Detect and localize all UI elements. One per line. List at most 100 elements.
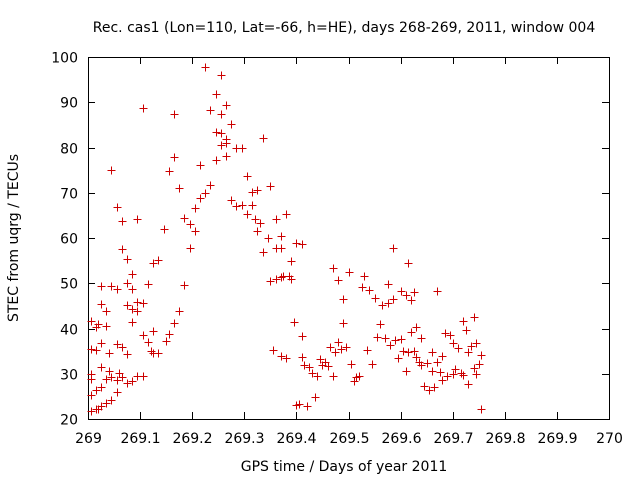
data-point (475, 360, 484, 369)
data-point (253, 186, 262, 195)
data-point (175, 307, 184, 316)
y-tick-label: 90 (60, 96, 78, 112)
data-point (425, 386, 434, 395)
data-point (227, 120, 236, 129)
data-point (394, 354, 403, 363)
data-point (97, 363, 106, 372)
data-point (467, 342, 476, 351)
data-point (102, 399, 111, 408)
data-point (154, 349, 163, 358)
data-point (272, 215, 281, 224)
data-point (303, 402, 312, 411)
data-point (389, 295, 398, 304)
data-point (123, 255, 132, 264)
data-point (350, 377, 359, 386)
data-point (118, 373, 127, 382)
data-point (113, 388, 122, 397)
data-point (384, 280, 393, 289)
data-point (113, 203, 122, 212)
data-point (277, 273, 286, 282)
data-point (298, 332, 307, 341)
data-point (389, 244, 398, 253)
x-tick-label: 269.7 (433, 431, 473, 447)
data-point (360, 272, 369, 281)
data-point (186, 220, 195, 229)
data-point (334, 338, 343, 347)
data-point (402, 291, 411, 300)
data-point (238, 201, 247, 210)
data-point (217, 71, 226, 80)
data-point (212, 156, 221, 165)
x-axis-title: GPS time / Days of year 2011 (241, 459, 448, 475)
data-point (472, 339, 481, 348)
data-point (243, 172, 252, 181)
data-point (118, 217, 127, 226)
data-point (292, 239, 301, 248)
data-point (118, 343, 127, 352)
data-point (128, 318, 137, 327)
data-point (97, 339, 106, 348)
data-point (191, 227, 200, 236)
data-point (373, 333, 382, 342)
data-point (311, 393, 320, 402)
data-point (378, 301, 387, 310)
data-point (433, 287, 442, 296)
data-point (139, 331, 148, 340)
data-point (345, 268, 354, 277)
data-point (277, 352, 286, 361)
y-tick-label: 40 (60, 323, 78, 339)
data-point (287, 257, 296, 266)
y-tick-label: 100 (51, 51, 78, 67)
data-point (102, 375, 111, 384)
data-point (313, 372, 322, 381)
data-point (462, 326, 471, 335)
x-tick-label: 270 (596, 431, 623, 447)
data-point (222, 101, 231, 110)
x-tick-label: 269.3 (224, 431, 264, 447)
axis-ticks: 269 269.1 269.2 269.3 269.4 269.5 269.6 269.7 26… (51, 51, 623, 448)
data-point (264, 234, 273, 243)
data-point (298, 240, 307, 249)
data-point (399, 347, 408, 356)
data-point (386, 341, 395, 350)
data-point (384, 299, 393, 308)
data-point (441, 329, 450, 338)
data-point (175, 184, 184, 193)
data-point (277, 232, 286, 241)
data-point (227, 196, 236, 205)
data-point (371, 294, 380, 303)
data-point (331, 348, 340, 357)
data-point (282, 354, 291, 363)
data-point (259, 248, 268, 257)
x-tick-label: 269.8 (485, 431, 525, 447)
data-point (470, 313, 479, 322)
data-point (232, 202, 241, 211)
data-point (102, 307, 111, 316)
data-point (105, 349, 114, 358)
data-point (123, 301, 132, 310)
x-tick-label: 269.5 (329, 431, 369, 447)
data-point (94, 320, 103, 329)
data-point (282, 210, 291, 219)
data-point (407, 328, 416, 337)
data-point (436, 368, 445, 377)
data-point (139, 299, 148, 308)
data-point (107, 373, 116, 382)
data-point (391, 336, 400, 345)
data-point (397, 335, 406, 344)
data-point (128, 305, 137, 314)
data-point (118, 245, 127, 254)
data-point (363, 346, 372, 355)
data-point (358, 283, 367, 292)
data-point (451, 365, 460, 374)
data-point (212, 90, 221, 99)
data-point (133, 215, 142, 224)
data-point (238, 144, 247, 153)
data-point (248, 188, 257, 197)
chart-title: Rec. cas1 (Lon=110, Lat=-66, h=HE), days… (93, 20, 596, 36)
data-point (329, 264, 338, 273)
data-point (417, 334, 426, 343)
data-point (222, 139, 231, 148)
data-point (87, 317, 96, 326)
data-point (165, 167, 174, 176)
